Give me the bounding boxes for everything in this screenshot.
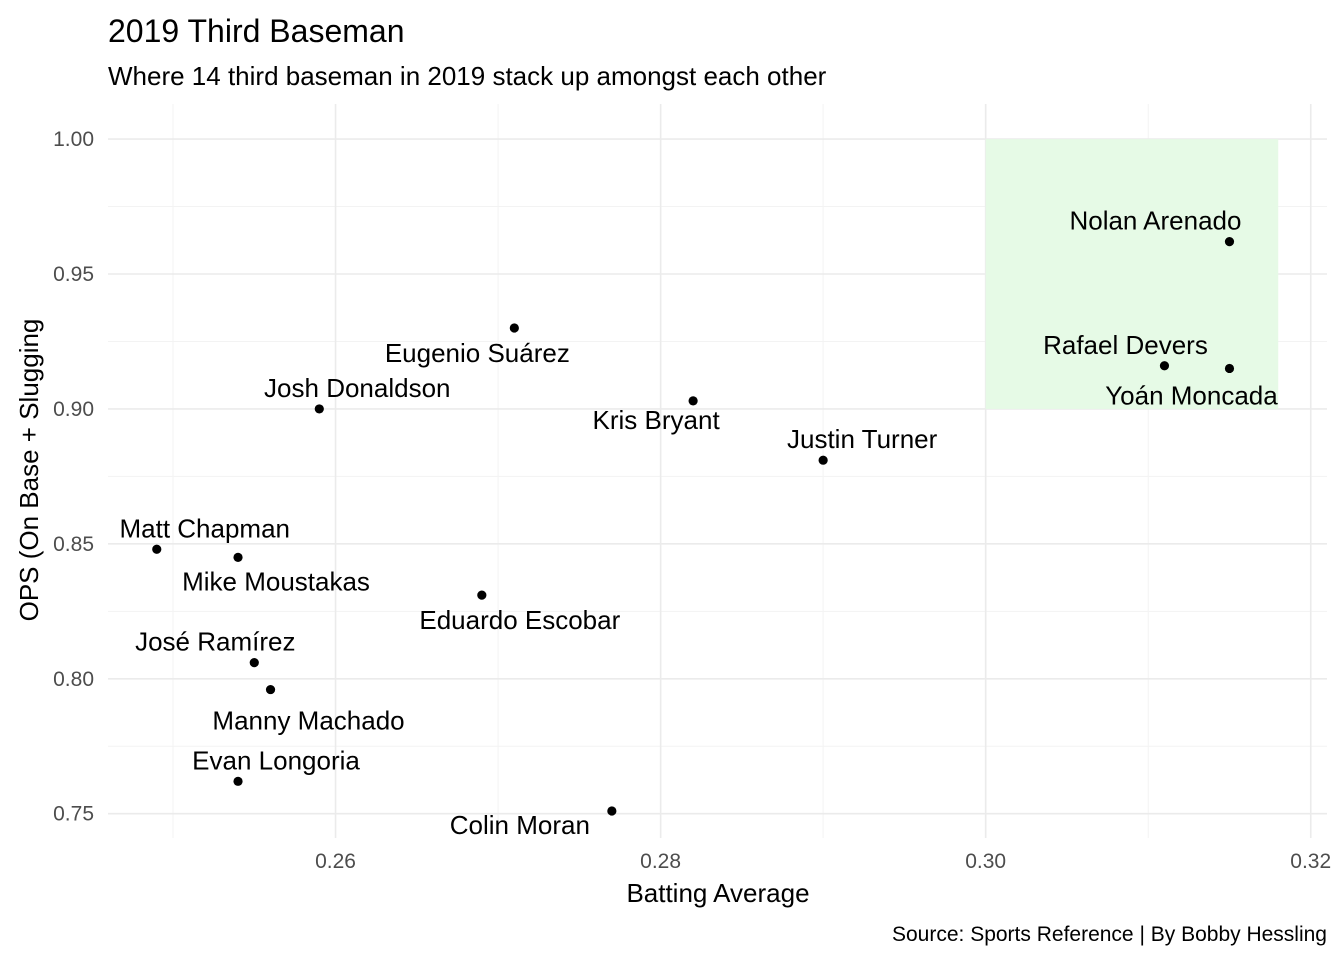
data-point bbox=[233, 552, 243, 562]
y-tick-label: 0.90 bbox=[53, 398, 94, 421]
y-tick-label: 0.80 bbox=[53, 668, 94, 691]
x-tick-label: 0.28 bbox=[640, 850, 681, 873]
y-tick-label: 0.85 bbox=[53, 533, 94, 556]
x-tick-label: 0.32 bbox=[1290, 850, 1331, 873]
chart-title: 2019 Third Baseman bbox=[108, 13, 404, 49]
x-tick-label: 0.30 bbox=[965, 850, 1006, 873]
point-label: Evan Longoria bbox=[192, 745, 360, 775]
data-point bbox=[314, 404, 324, 414]
point-label: Nolan Arenado bbox=[1069, 206, 1241, 236]
point-label: Eduardo Escobar bbox=[419, 605, 620, 635]
point-label: Colin Moran bbox=[450, 810, 590, 840]
highlight-region-layer bbox=[985, 139, 1279, 409]
x-tick-label: 0.26 bbox=[315, 850, 356, 873]
point-label: Manny Machado bbox=[212, 706, 404, 736]
data-point bbox=[477, 590, 487, 600]
point-label: Josh Donaldson bbox=[264, 373, 450, 403]
data-point bbox=[1224, 237, 1235, 247]
y-tick-label: 0.95 bbox=[53, 263, 94, 286]
data-point bbox=[265, 684, 276, 695]
y-axis-ticks: 0.75 0.80 0.85 0.90 0.95 1.00 bbox=[53, 128, 94, 826]
y-axis-title: OPS (On Base + Slugging bbox=[14, 319, 44, 622]
point-label: Matt Chapman bbox=[119, 513, 290, 543]
point-labels-layer: Nolan Arenado Rafael Devers Yoán Moncada Eu… bbox=[119, 206, 1278, 840]
data-point bbox=[249, 657, 259, 668]
data-point bbox=[152, 544, 162, 554]
points-layer bbox=[152, 237, 1235, 816]
data-point bbox=[688, 396, 698, 406]
y-tick-label: 0.75 bbox=[53, 803, 94, 826]
data-point bbox=[509, 323, 519, 333]
data-point bbox=[1224, 363, 1235, 374]
point-label: Mike Moustakas bbox=[182, 566, 370, 596]
point-label: Justin Turner bbox=[787, 424, 938, 454]
point-label: Rafael Devers bbox=[1043, 330, 1208, 360]
data-point bbox=[233, 776, 243, 786]
data-point bbox=[607, 806, 617, 816]
point-label: Eugenio Suárez bbox=[385, 338, 570, 368]
point-label: Yoán Moncada bbox=[1105, 380, 1278, 410]
x-axis-ticks: 0.26 0.28 0.30 0.32 bbox=[315, 850, 1331, 873]
highlight-region bbox=[985, 139, 1279, 409]
point-label: José Ramírez bbox=[135, 627, 295, 657]
y-tick-label: 1.00 bbox=[53, 128, 94, 151]
point-label: Kris Bryant bbox=[593, 405, 721, 435]
data-point bbox=[818, 455, 828, 465]
chart-subtitle: Where 14 third baseman in 2019 stack up … bbox=[108, 61, 827, 91]
x-axis-title: Batting Average bbox=[626, 878, 809, 908]
data-point bbox=[1159, 361, 1170, 371]
chart-caption: Source: Sports Reference | By Bobby Hess… bbox=[892, 923, 1327, 946]
